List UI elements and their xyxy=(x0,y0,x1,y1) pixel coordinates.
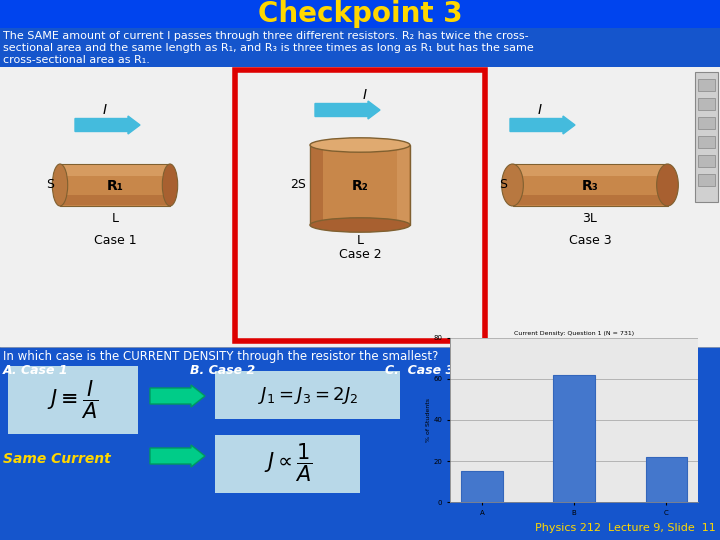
Bar xyxy=(62,165,168,176)
Text: sectional area and the same length as R₁, and R₃ is three times as long as R₁ bu: sectional area and the same length as R₁… xyxy=(3,43,534,53)
FancyArrow shape xyxy=(315,101,380,119)
Bar xyxy=(554,375,595,502)
Bar xyxy=(513,164,667,206)
Text: I: I xyxy=(363,88,367,102)
Text: B. Case 2: B. Case 2 xyxy=(190,364,256,377)
Text: I: I xyxy=(103,103,107,117)
Text: 3L: 3L xyxy=(582,212,598,225)
Bar xyxy=(215,435,360,493)
Bar xyxy=(8,366,138,434)
FancyArrow shape xyxy=(510,116,575,134)
Text: R₃: R₃ xyxy=(582,179,598,193)
Text: Same Current: Same Current xyxy=(3,452,111,466)
Ellipse shape xyxy=(310,138,410,152)
Text: S: S xyxy=(46,179,54,192)
Bar xyxy=(311,146,323,224)
Text: cross-sectional area as R₁.: cross-sectional area as R₁. xyxy=(3,55,150,65)
Text: A. Case 1: A. Case 1 xyxy=(3,364,68,377)
Text: $J \propto \dfrac{1}{A}$: $J \propto \dfrac{1}{A}$ xyxy=(264,442,312,484)
Text: S: S xyxy=(499,179,507,192)
Text: In which case is the CURRENT DENSITY through the resistor the smallest?: In which case is the CURRENT DENSITY thr… xyxy=(3,350,438,363)
Text: $J_1 = J_3 = 2J_2$: $J_1 = J_3 = 2J_2$ xyxy=(258,386,358,407)
Text: R₂: R₂ xyxy=(351,179,369,193)
Bar xyxy=(60,164,170,206)
Bar xyxy=(397,146,409,224)
Bar xyxy=(698,79,715,91)
Bar xyxy=(515,194,665,205)
Text: $J \equiv \dfrac{I}{A}$: $J \equiv \dfrac{I}{A}$ xyxy=(48,379,99,421)
Bar xyxy=(0,0,720,28)
Text: I: I xyxy=(538,103,542,117)
Bar xyxy=(698,117,715,129)
Bar xyxy=(310,145,410,225)
Text: The SAME amount of current I passes through three different resistors. R₂ has tw: The SAME amount of current I passes thro… xyxy=(3,31,528,41)
Text: Checkpoint 3: Checkpoint 3 xyxy=(258,0,462,28)
Bar xyxy=(695,72,718,202)
Bar xyxy=(62,194,168,205)
Ellipse shape xyxy=(502,164,523,206)
Ellipse shape xyxy=(310,218,410,232)
Text: Physics 212  Lecture 9, Slide  11: Physics 212 Lecture 9, Slide 11 xyxy=(535,523,716,533)
Text: L: L xyxy=(356,233,364,246)
FancyArrow shape xyxy=(150,445,205,467)
Text: C.  Case 3: C. Case 3 xyxy=(385,364,454,377)
Bar xyxy=(462,471,503,502)
Ellipse shape xyxy=(657,164,678,206)
Bar xyxy=(646,457,687,502)
Bar xyxy=(698,98,715,110)
Bar xyxy=(698,155,715,167)
Bar xyxy=(698,136,715,148)
Bar xyxy=(215,371,400,419)
Bar xyxy=(0,67,720,347)
Text: 2S: 2S xyxy=(290,179,306,192)
Y-axis label: % of Students: % of Students xyxy=(426,398,431,442)
Text: Case 2: Case 2 xyxy=(338,248,382,261)
FancyArrow shape xyxy=(75,116,140,134)
Bar xyxy=(698,174,715,186)
Title: Current Density: Question 1 (N = 731): Current Density: Question 1 (N = 731) xyxy=(514,330,634,336)
Ellipse shape xyxy=(162,164,178,206)
Text: Case 1: Case 1 xyxy=(94,233,136,246)
Text: Case 3: Case 3 xyxy=(569,233,611,246)
Ellipse shape xyxy=(53,164,68,206)
FancyArrow shape xyxy=(150,385,205,407)
Text: R₁: R₁ xyxy=(107,179,123,193)
Text: L: L xyxy=(112,212,119,225)
Bar xyxy=(515,165,665,176)
Bar xyxy=(235,70,485,341)
